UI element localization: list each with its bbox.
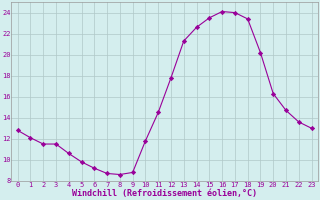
X-axis label: Windchill (Refroidissement éolien,°C): Windchill (Refroidissement éolien,°C) bbox=[72, 189, 257, 198]
